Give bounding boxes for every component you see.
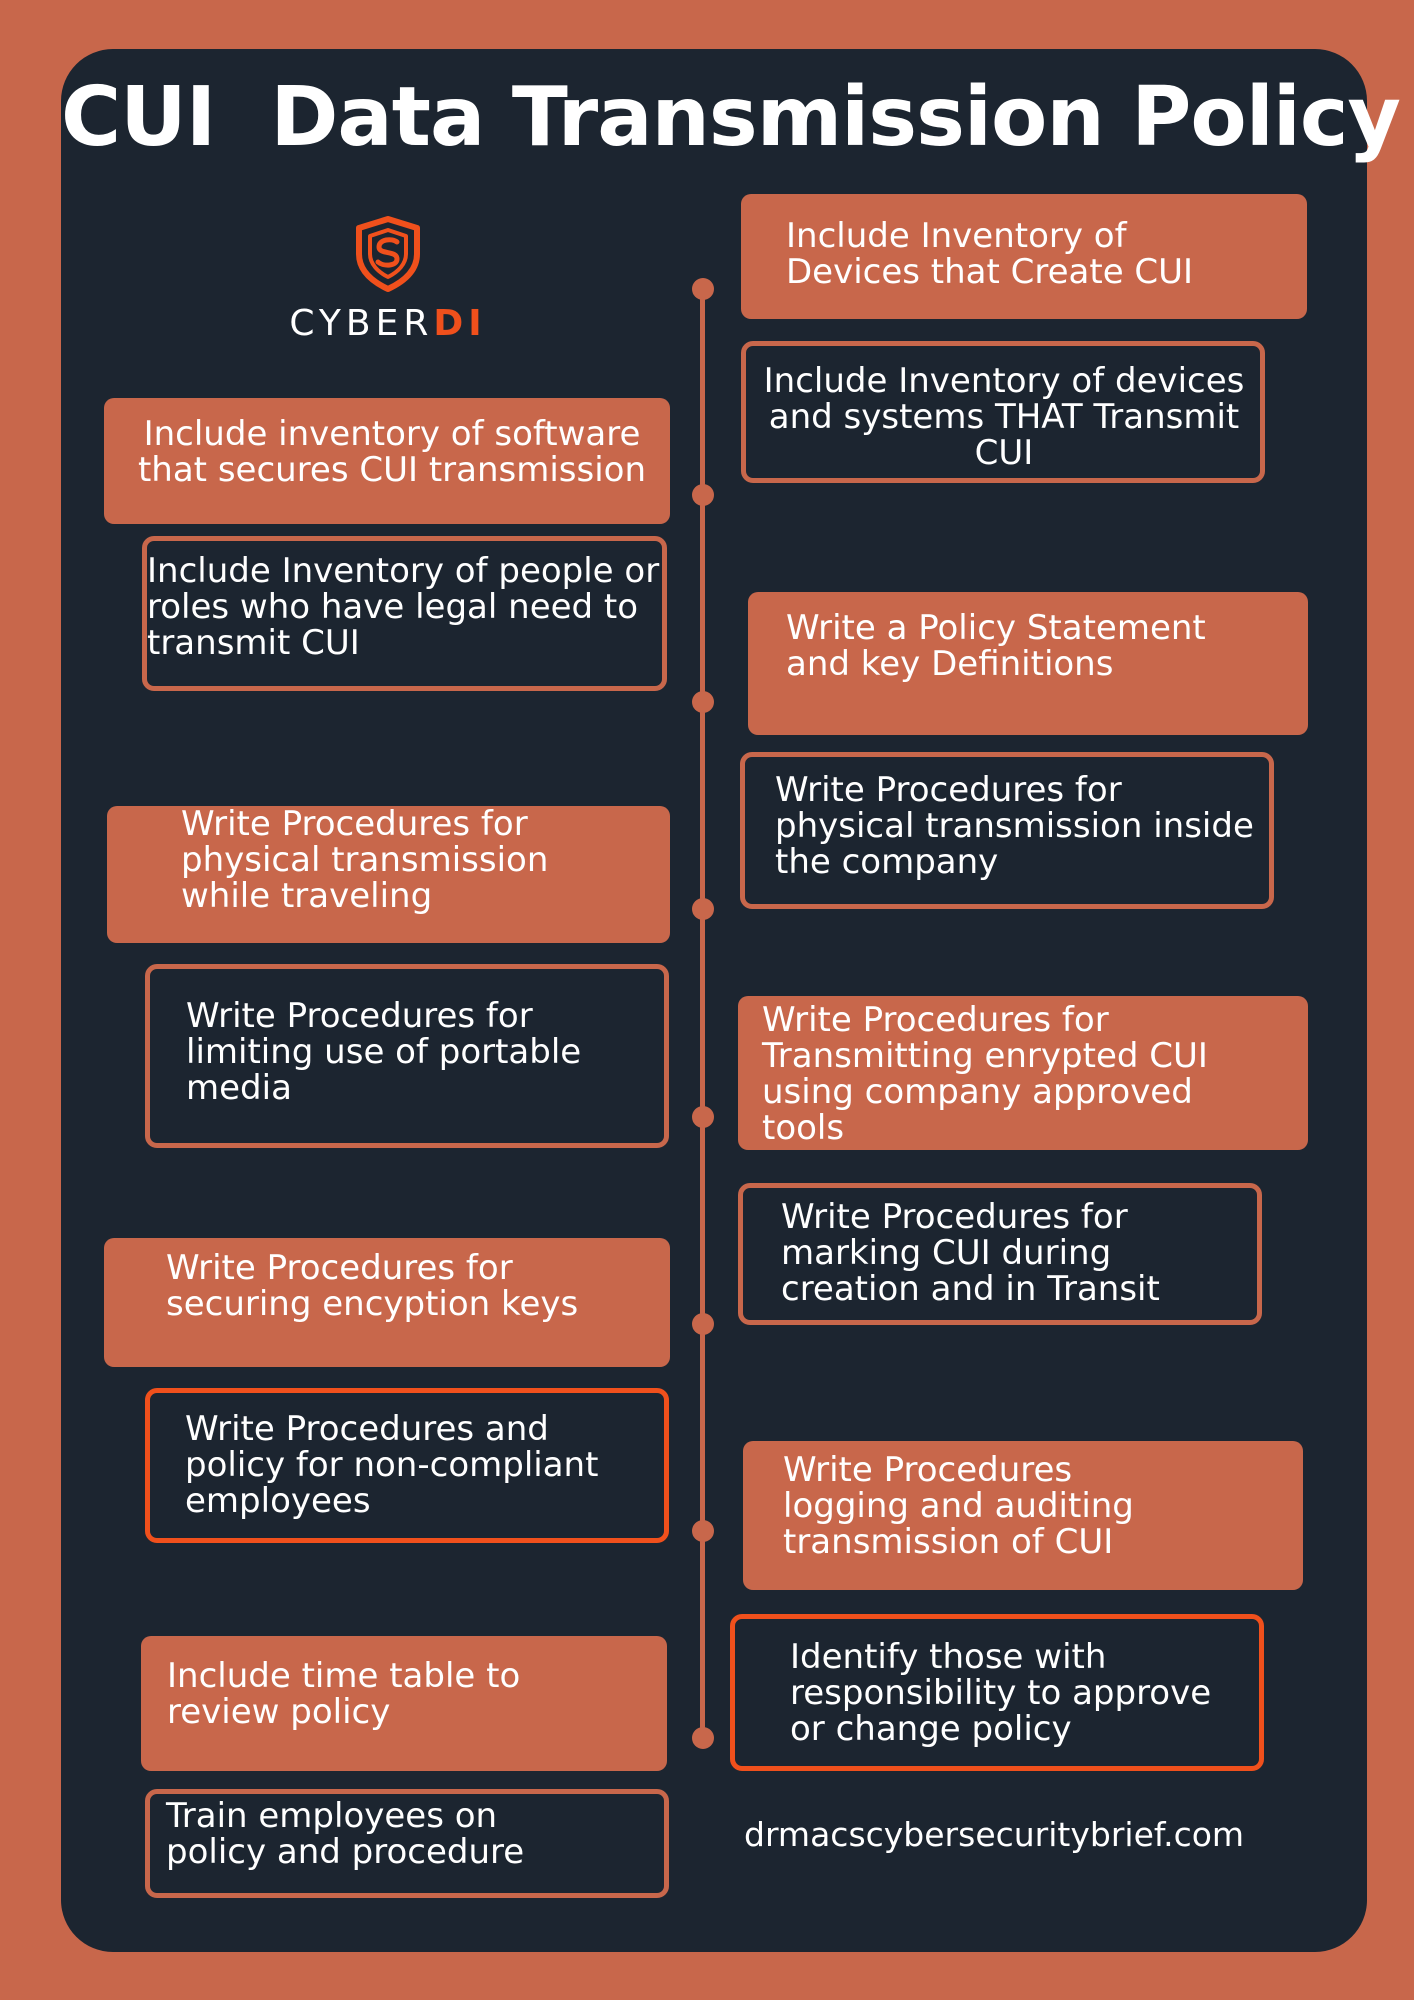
step-physical-traveling: Write Procedures for physical transmissi… [107,806,670,943]
step-inventory-software: Include inventory of software that secur… [104,398,670,524]
step-label: Write Procedures for physical transmissi… [775,770,1254,882]
timeline-dot [692,898,714,920]
step-inventory-devices-create: Include Inventory of Devices that Create… [741,194,1307,319]
step-label: Include Inventory of Devices that Create… [786,216,1194,292]
step-logging-auditing: Write Procedures logging and auditing tr… [743,1441,1303,1590]
step-label: Write a Policy Statement and key Definit… [786,608,1206,684]
timeline-dot [692,484,714,506]
step-label: Train employees on policy and procedure [166,1796,525,1872]
step-label: Include time table to review policy [167,1656,521,1732]
step-label: Write Procedures for Transmitting enrypt… [762,1000,1208,1148]
step-marking-cui: Write Procedures for marking CUI during … [738,1183,1262,1325]
logo-wordmark-prefix: CYBER [289,303,434,344]
timeline-dot [692,1313,714,1335]
timeline-dot [692,1520,714,1542]
timeline-dot [692,278,714,300]
logo-wordmark: CYBERDI [282,302,494,346]
step-non-compliant-employees: Write Procedures and policy for non-comp… [145,1388,669,1543]
timeline-dot [692,691,714,713]
step-inventory-people-roles: Include Inventory of people or roles who… [142,536,667,691]
step-physical-inside-company: Write Procedures for physical transmissi… [740,752,1274,909]
cyberdi-logo: CYBERDI [282,212,494,347]
step-label: Write Procedures for limiting use of por… [186,996,582,1108]
step-transmit-encrypted: Write Procedures for Transmitting enrypt… [738,996,1308,1150]
step-label: Write Procedures and policy for non-comp… [185,1409,599,1521]
footer-url: drmacscybersecuritybrief.com [744,1815,1245,1854]
step-policy-statement: Write a Policy Statement and key Definit… [748,592,1308,735]
step-approve-change-policy: Identify those with responsibility to ap… [730,1614,1264,1771]
step-label: Write Procedures logging and auditing tr… [783,1450,1134,1562]
step-label: Include Inventory of devices and systems… [763,361,1245,473]
step-portable-media: Write Procedures for limiting use of por… [145,964,669,1148]
step-review-timetable: Include time table to review policy [141,1636,667,1771]
timeline-dot [692,1106,714,1128]
step-label: Write Procedures for physical transmissi… [181,804,549,916]
timeline-dot [692,1727,714,1749]
step-train-employees: Train employees on policy and procedure [145,1789,669,1898]
step-encryption-keys: Write Procedures for securing encyption … [104,1238,670,1367]
timeline-line [700,282,705,1742]
step-label: Include Inventory of people or roles who… [147,551,660,663]
shield-s-icon [356,216,420,292]
step-label: Include inventory of software that secur… [137,414,647,490]
step-inventory-devices-transmit: Include Inventory of devices and systems… [741,341,1265,483]
step-label: Write Procedures for securing encyption … [166,1248,579,1324]
page-title: CUI Data Transmission Policy [61,70,1401,165]
step-label: Identify those with responsibility to ap… [790,1637,1212,1749]
step-label: Write Procedures for marking CUI during … [781,1197,1160,1309]
logo-wordmark-accent: DI [433,303,487,344]
